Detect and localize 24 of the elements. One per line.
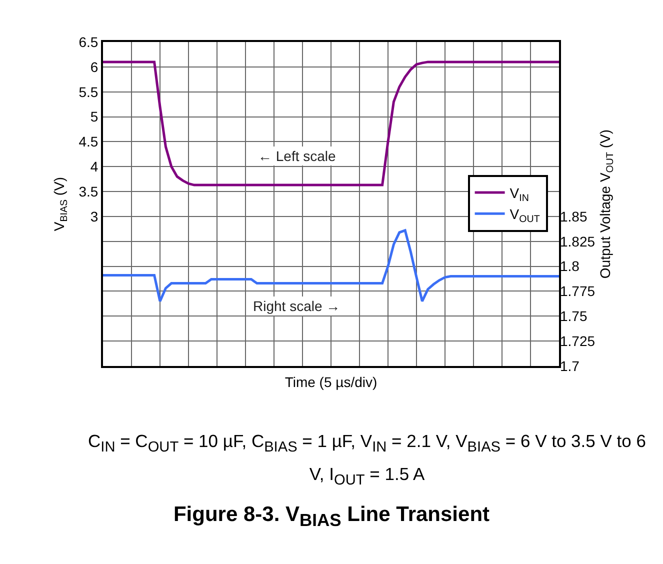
y-tick-label: 6 [90, 58, 98, 75]
annotation: ← Left scale [258, 148, 336, 164]
line-series [103, 60, 559, 186]
y2-tick-label: 1.75 [560, 308, 588, 324]
x-axis-title: Time (5 µs/div) [284, 374, 378, 390]
y-tick-label: 3.5 [78, 183, 98, 200]
legend-label: V$_{OUT}$ [510, 206, 540, 226]
y-tick-label: 3 [90, 208, 98, 224]
text: C$_{IN}$ = C$_{OUT}$ = 10 µF, C$_{BIAS}$ = 1 µF, V$_{IN}$ = 2.1 V, V$_{BIAS}$ = 6 V to 3.5 V to 6 V, I$_{OUT}$ = 1.5 A [88, 431, 646, 488]
y-tick-label: 4 [90, 158, 98, 175]
y2-tick-label: 1.7 [560, 358, 580, 374]
y2-tick-label: 1.725 [560, 332, 596, 349]
y-tick-label: 6.5 [78, 34, 98, 50]
y-tick-label: 4.5 [78, 134, 98, 150]
annotation: Right scale → [253, 298, 340, 314]
y2-tick-label: 1.775 [560, 283, 596, 300]
y2-tick-label: 1.8 [560, 258, 580, 274]
legend-label: V$_{IN}$ [510, 184, 529, 204]
y2-tick-label: 1.85 [560, 208, 588, 224]
y2-tick-label: 1.825 [560, 233, 596, 250]
text: Figure 8-3. V$_{BIAS}$ Line Transient [172, 503, 491, 532]
y-tick-label: 5 [90, 108, 98, 125]
line-series [103, 229, 559, 302]
y-tick-label: 5.5 [78, 84, 98, 100]
